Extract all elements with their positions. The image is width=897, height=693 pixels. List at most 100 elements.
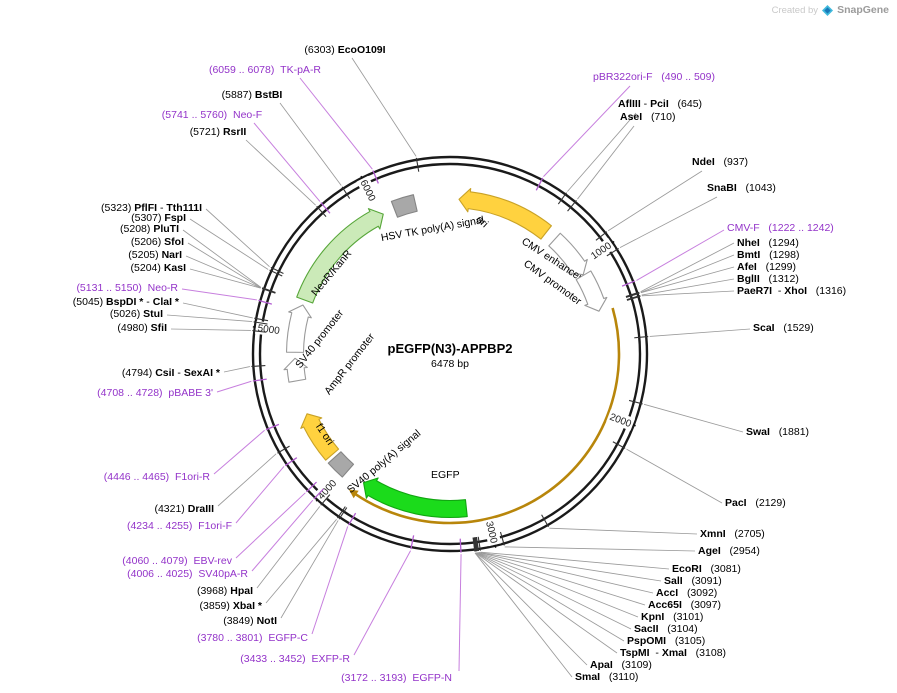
callout-StuI[interactable]: (5026) StuI xyxy=(110,308,268,325)
callout-EcoRI[interactable]: EcoRI (3081) xyxy=(477,536,741,575)
label-PacI[interactable]: PacI (2129) xyxy=(725,497,786,509)
callout-KasI[interactable]: (5204) KasI xyxy=(131,262,276,294)
callout-PspOMI[interactable]: PspOMI (3105) xyxy=(473,537,705,647)
callout-AflIII-PciI[interactable]: AflIII - PciI (645) xyxy=(557,98,702,205)
callout-EGFP-N[interactable]: (3172 .. 3193) EGFP-N xyxy=(341,538,462,684)
label-TspMI-XmaI[interactable]: TspMI - XmaI (3108) xyxy=(620,647,726,659)
feature-shape-f1-ori[interactable] xyxy=(300,413,340,461)
callout-CMV-F[interactable]: CMV-F (1222 .. 1242) xyxy=(621,222,834,287)
callout-NotI[interactable]: (3849) NotI xyxy=(223,507,348,627)
label-NarI[interactable]: (5205) NarI xyxy=(128,249,182,261)
label-FspI[interactable]: (5307) FspI xyxy=(131,212,186,224)
callout-EcoO109I[interactable]: (6303) EcoO109I xyxy=(304,44,420,172)
label-EXFP-R[interactable]: (3433 .. 3452) EXFP-R xyxy=(240,653,350,665)
callout-ScaI[interactable]: ScaI (1529) xyxy=(634,322,814,339)
callout-PacI[interactable]: PacI (2129) xyxy=(612,441,786,509)
callout-Acc65I[interactable]: Acc65I (3097) xyxy=(474,537,721,611)
feature-ori[interactable]: ori xyxy=(458,188,552,240)
feature-shape-sv40-promoter[interactable] xyxy=(285,304,312,353)
label-KasI[interactable]: (5204) KasI xyxy=(131,262,187,274)
callout-BglII[interactable]: BglII (1312) xyxy=(626,273,799,301)
label-Neo-F[interactable]: (5741 .. 5760) Neo-F xyxy=(162,109,262,121)
callout-pBABE-3[interactable]: (4708 .. 4728) pBABE 3' xyxy=(97,378,267,399)
label-EGFP-N[interactable]: (3172 .. 3193) EGFP-N xyxy=(341,672,452,684)
label-AccI[interactable]: AccI (3092) xyxy=(656,587,717,599)
label-StuI[interactable]: (5026) StuI xyxy=(110,308,163,320)
label-NotI[interactable]: (3849) NotI xyxy=(223,615,277,627)
feature-egfp[interactable]: EGFP xyxy=(363,469,468,519)
label-SwaI[interactable]: SwaI (1881) xyxy=(746,426,809,438)
label-EGFP-C[interactable]: (3780 .. 3801) EGFP-C xyxy=(197,632,308,644)
callout-SV40pA-R[interactable]: (4006 .. 4025) SV40pA-R xyxy=(127,488,324,580)
callout-NdeI[interactable]: NdeI (937) xyxy=(595,156,748,241)
callout-pBR322ori-F[interactable]: pBR322ori-F (490 .. 509) xyxy=(535,71,715,191)
callout-AgeI[interactable]: AgeI (2954) xyxy=(499,531,760,557)
callout-DraIII[interactable]: (4321) DraIII xyxy=(154,445,290,515)
label-ScaI[interactable]: ScaI (1529) xyxy=(753,322,814,334)
label-EcoRI[interactable]: EcoRI (3081) xyxy=(672,563,741,575)
label-TK-pA-R[interactable]: (6059 .. 6078) TK-pA-R xyxy=(209,64,321,76)
label-HpaI[interactable]: (3968) HpaI xyxy=(197,585,253,597)
feature-shape-cmv-enhancer[interactable] xyxy=(548,232,588,276)
label-BspDI-ClaI[interactable]: (5045) BspDI * - ClaI * xyxy=(73,296,180,308)
callout-KpnI[interactable]: KpnI (3101) xyxy=(474,537,704,623)
label-XbaI[interactable]: (3859) XbaI * xyxy=(200,600,263,612)
callout-SnaBI[interactable]: SnaBI (1043) xyxy=(606,182,776,257)
label-SmaI[interactable]: SmaI (3110) xyxy=(575,671,638,683)
label-PspOMI[interactable]: PspOMI (3105) xyxy=(627,635,705,647)
callout-ApaI[interactable]: ApaI (3109) xyxy=(472,537,652,671)
callout-RsrII[interactable]: (5721) RsrII xyxy=(190,126,327,218)
label-BstBI[interactable]: (5887) BstBI xyxy=(222,89,283,101)
orf-arc-appbp2-egfp[interactable] xyxy=(348,307,621,525)
feature-shape-ori[interactable] xyxy=(458,188,552,240)
label-EBV-rev[interactable]: (4060 .. 4079) EBV-rev xyxy=(122,555,232,567)
label-SnaBI[interactable]: SnaBI (1043) xyxy=(707,182,776,194)
label-F1ori-R[interactable]: (4446 .. 4465) F1ori-R xyxy=(104,471,211,483)
callout-XbaI[interactable]: (3859) XbaI * xyxy=(200,506,346,612)
label-ApaI[interactable]: ApaI (3109) xyxy=(590,659,652,671)
label-pBABE-3[interactable]: (4708 .. 4728) pBABE 3' xyxy=(97,387,213,399)
label-SalI[interactable]: SalI (3091) xyxy=(664,575,722,587)
feature-shape-hsv-tk-polya[interactable] xyxy=(390,194,418,218)
feature-f1-ori[interactable]: f1 ori xyxy=(300,413,340,461)
callout-FspI[interactable]: (5307) FspI xyxy=(131,212,283,277)
label-SV40pA-R[interactable]: (4006 .. 4025) SV40pA-R xyxy=(127,568,248,580)
feature-neor-kanr[interactable]: NeoR/KanR xyxy=(296,208,384,304)
callout-F1ori-R[interactable]: (4446 .. 4465) F1ori-R xyxy=(104,423,280,483)
label-pBR322ori-F[interactable]: pBR322ori-F (490 .. 509) xyxy=(593,71,715,83)
callout-AfeI[interactable]: AfeI (1299) xyxy=(625,261,796,298)
callout-SwaI[interactable]: SwaI (1881) xyxy=(628,399,809,438)
label-AflIII-PciI[interactable]: AflIII - PciI (645) xyxy=(618,98,702,110)
callout-EBV-rev[interactable]: (4060 .. 4079) EBV-rev xyxy=(122,481,317,567)
feature-shape-sv40-polya[interactable] xyxy=(327,451,355,478)
feature-shape-egfp[interactable] xyxy=(363,477,468,519)
label-NdeI[interactable]: NdeI (937) xyxy=(692,156,748,168)
callout-XmnI[interactable]: XmnI (2705) xyxy=(541,514,765,540)
label-F1ori-F[interactable]: (4234 .. 4255) F1ori-F xyxy=(127,520,232,532)
label-RsrII[interactable]: (5721) RsrII xyxy=(190,126,247,138)
label-BmtI[interactable]: BmtI (1298) xyxy=(737,249,799,261)
label-PflFI-Tth111I[interactable]: (5323) PflFI - Tth111I xyxy=(101,202,202,214)
callout-EXFP-R[interactable]: (3433 .. 3452) EXFP-R xyxy=(240,535,415,665)
label-BglII[interactable]: BglII (1312) xyxy=(737,273,799,285)
callout-NarI[interactable]: (5205) NarI xyxy=(128,249,276,294)
callout-BstBI[interactable]: (5887) BstBI xyxy=(222,89,351,199)
label-NheI[interactable]: NheI (1294) xyxy=(737,237,799,249)
label-KpnI[interactable]: KpnI (3101) xyxy=(641,611,703,623)
callout-F1ori-F[interactable]: (4234 .. 4255) F1ori-F xyxy=(127,457,298,532)
callout-SmaI[interactable]: SmaI (3110) xyxy=(472,537,638,683)
feature-shape-ampr-promoter[interactable] xyxy=(283,357,308,383)
callout-PluTI[interactable]: (5208) PluTI xyxy=(120,223,276,293)
label-XmnI[interactable]: XmnI (2705) xyxy=(700,528,765,540)
feature-shape-neor-kanr[interactable] xyxy=(296,208,384,304)
callout-AccI[interactable]: AccI (3092) xyxy=(475,537,717,599)
callout-AseI[interactable]: AseI (710) xyxy=(567,111,676,212)
callout-Neo-F[interactable]: (5741 .. 5760) Neo-F xyxy=(162,109,331,214)
callout-PflFI-Tth111I[interactable]: (5323) PflFI - Tth111I xyxy=(101,202,284,274)
label-AgeI[interactable]: AgeI (2954) xyxy=(698,545,760,557)
callout-EGFP-C[interactable]: (3780 .. 3801) EGFP-C xyxy=(197,512,357,644)
label-PluTI[interactable]: (5208) PluTI xyxy=(120,223,179,235)
label-EcoO109I[interactable]: (6303) EcoO109I xyxy=(304,44,385,56)
callout-HpaI[interactable]: (3968) HpaI xyxy=(197,494,331,597)
label-SfiI[interactable]: (4980) SfiI xyxy=(117,322,167,334)
